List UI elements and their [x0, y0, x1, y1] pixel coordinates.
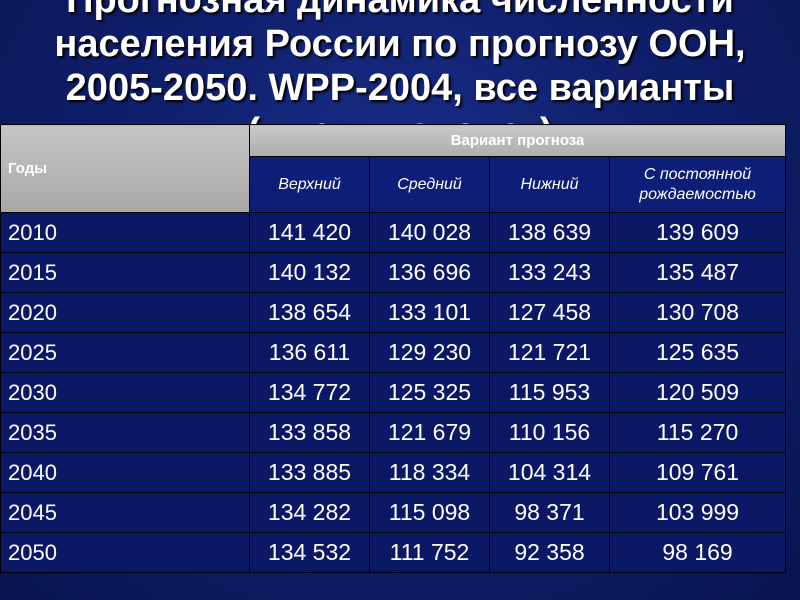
- population-table-container: Годы Вариант прогноза Верхний Средний Ни…: [0, 124, 787, 573]
- column-header-constant-fertility: С постоянной рождаемостью: [608, 156, 787, 213]
- value-cell: 133 101: [369, 292, 490, 333]
- value-cell: 104 314: [489, 452, 610, 493]
- table-row: 2025 136 611 129 230 121 721 125 635: [0, 332, 787, 373]
- table-row: 2010 141 420 140 028 138 639 139 609: [0, 212, 787, 253]
- table-row: 2040 133 885 118 334 104 314 109 761: [0, 452, 787, 493]
- value-cell: 134 772: [249, 372, 370, 413]
- population-forecast-table: Годы Вариант прогноза Верхний Средний Ни…: [0, 124, 787, 573]
- value-cell: 141 420: [249, 212, 370, 253]
- value-cell: 92 358: [489, 532, 610, 573]
- value-cell: 103 999: [608, 492, 787, 533]
- year-cell: 2040: [0, 452, 250, 493]
- year-cell: 2035: [0, 412, 250, 453]
- table-row: 2015 140 132 136 696 133 243 135 487: [0, 252, 787, 293]
- value-cell: 120 509: [608, 372, 787, 413]
- table-row: 2030 134 772 125 325 115 953 120 509: [0, 372, 787, 413]
- value-cell: 118 334: [369, 452, 490, 493]
- value-cell: 115 270: [608, 412, 787, 453]
- value-cell: 133 858: [249, 412, 370, 453]
- value-cell: 133 885: [249, 452, 370, 493]
- value-cell: 139 609: [608, 212, 787, 253]
- value-cell: 111 752: [369, 532, 490, 573]
- value-cell: 138 654: [249, 292, 370, 333]
- value-cell: 121 721: [489, 332, 610, 373]
- value-cell: 127 458: [489, 292, 610, 333]
- years-header: Годы: [0, 124, 250, 213]
- year-cell: 2045: [0, 492, 250, 533]
- header-row-top: Годы Вариант прогноза: [0, 124, 787, 213]
- value-cell: 109 761: [608, 452, 787, 493]
- value-cell: 115 953: [489, 372, 610, 413]
- value-cell: 98 169: [608, 532, 787, 573]
- value-cell: 115 098: [369, 492, 490, 533]
- value-cell: 133 243: [489, 252, 610, 293]
- table-row: 2045 134 282 115 098 98 371 103 999: [0, 492, 787, 533]
- table-row: 2050 134 532 111 752 92 358 98 169: [0, 532, 787, 573]
- table-row: 2020 138 654 133 101 127 458 130 708: [0, 292, 787, 333]
- value-cell: 125 325: [369, 372, 490, 413]
- value-cell: 130 708: [608, 292, 787, 333]
- year-cell: 2015: [0, 252, 250, 293]
- value-cell: 136 696: [369, 252, 490, 293]
- value-cell: 136 611: [249, 332, 370, 373]
- title-line-2: населения России по прогнозу ООН,: [54, 23, 746, 65]
- value-cell: 129 230: [369, 332, 490, 373]
- column-header-medium: Средний: [369, 156, 490, 213]
- year-cell: 2030: [0, 372, 250, 413]
- year-cell: 2020: [0, 292, 250, 333]
- year-cell: 2050: [0, 532, 250, 573]
- value-cell: 134 282: [249, 492, 370, 533]
- value-cell: 98 371: [489, 492, 610, 533]
- header-row-sub: Верхний Средний Нижний С постоянной рожд…: [1, 156, 787, 213]
- value-cell: 140 132: [249, 252, 370, 293]
- value-cell: 121 679: [369, 412, 490, 453]
- year-cell: 2025: [0, 332, 250, 373]
- value-cell: 110 156: [489, 412, 610, 453]
- value-cell: 134 532: [249, 532, 370, 573]
- title-line-3: 2005-2050. WPP-2004, все варианты: [65, 67, 735, 109]
- variant-header: Вариант прогноза: [248, 124, 787, 157]
- value-cell: 140 028: [369, 212, 490, 253]
- value-cell: 125 635: [608, 332, 787, 373]
- title-line-1: Прогнозная динамика численности: [66, 0, 734, 21]
- column-header-upper: Верхний: [249, 156, 370, 213]
- table-row: 2035 133 858 121 679 110 156 115 270: [0, 412, 787, 453]
- column-header-lower: Нижний: [489, 156, 610, 213]
- year-cell: 2010: [0, 212, 250, 253]
- value-cell: 135 487: [608, 252, 787, 293]
- value-cell: 138 639: [489, 212, 610, 253]
